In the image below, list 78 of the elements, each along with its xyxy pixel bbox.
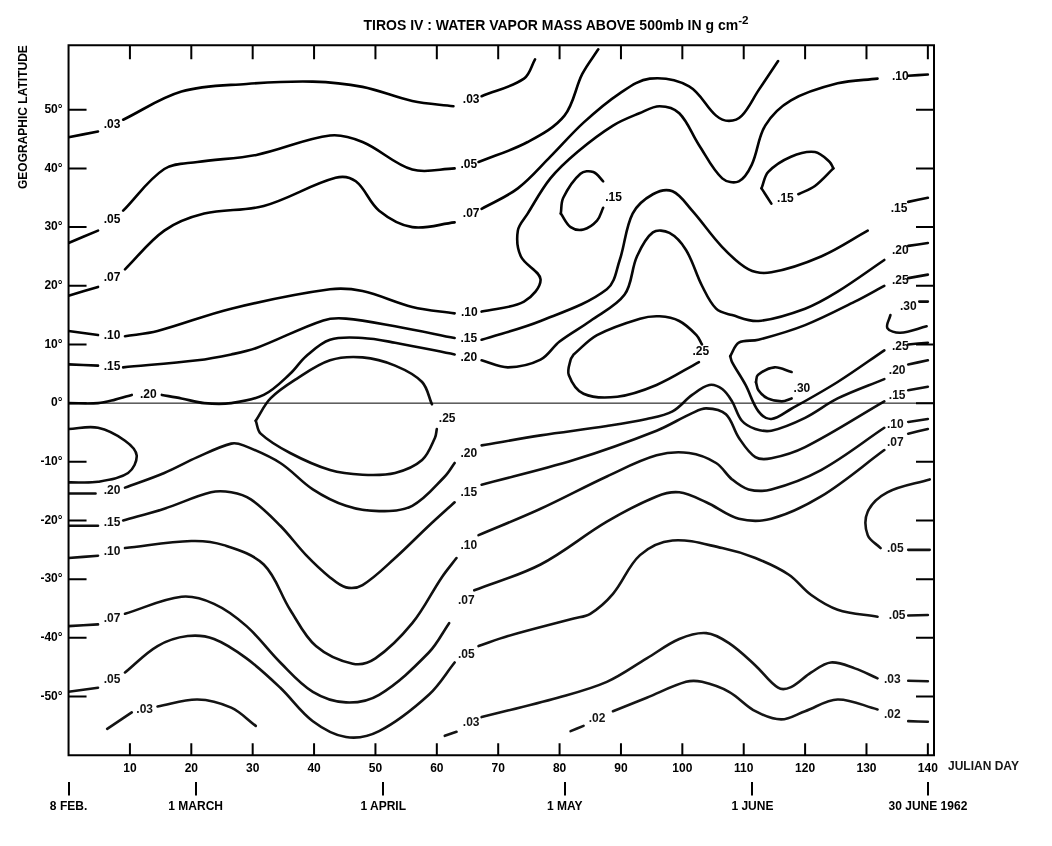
annotation: .15 [605,190,623,205]
chart-title: TIROS IV : WATER VAPOR MASS ABOVE 500mb IN g cm$^{-2}$ [362,12,750,33]
x-axis-title: JULIAN DAY [948,758,1019,773]
annotation: .05 [886,541,904,556]
annotation: .15 [460,331,478,346]
annotation: .10 [461,304,479,319]
annotation: .15 [888,387,906,402]
y-tick-label: -50° [40,688,63,703]
x2-tick-label: 30 JUNE 1962 [888,799,968,814]
y-tick-label: 20° [44,278,63,293]
x-tick-label: 110 [734,760,754,775]
annotation: .02 [588,711,606,726]
annotation: .20 [888,363,906,378]
annotation: .07 [103,611,121,626]
annotation: .10 [891,68,909,83]
annotation: .25 [891,338,909,353]
x-tick-label: 120 [795,760,816,775]
y-tick-label: -30° [40,571,63,586]
x-tick-label: 100 [672,760,693,775]
annotation: .15 [890,200,908,215]
y-tick-label: 30° [44,219,63,234]
annotation: .05 [457,646,475,661]
series-label: .30 [793,380,811,395]
annotation: .15 [103,358,121,373]
y-tick-label: 10° [44,336,63,351]
annotation: .07 [103,270,121,285]
annotation: .05 [460,156,478,171]
x2-tick-label: 1 JUNE [731,799,774,814]
y-tick-label: -20° [40,512,63,527]
annotation: .25 [692,343,710,358]
annotation: .07 [457,593,475,608]
annotation: .07 [886,434,904,449]
annotation: .05 [103,672,121,687]
annotation: .05 [103,211,121,226]
x-tick-label: 130 [856,760,877,775]
y-axis-title: GEOGRAPHIC LATITUDE [15,45,30,189]
annotation: .25 [891,273,909,288]
annotation: .03 [462,715,480,730]
x-tick-label: 50 [368,760,383,775]
annotation: .20 [460,349,478,364]
annotation: .10 [103,544,121,559]
annotation: .20 [460,446,478,461]
annotation: .05 [888,608,906,623]
annotation: .30 [899,299,917,314]
x2-tick-label: 1 MARCH [168,799,223,814]
annotation: .10 [886,417,904,432]
x2-tick-label: 8 FEB. [49,799,88,814]
x-tick-label: 60 [430,760,444,775]
annotation: .10 [103,327,121,342]
y-tick-label: 0° [51,395,63,410]
y-tick-label: -40° [40,630,63,645]
annotation: .03 [462,92,480,107]
annotation: .20 [103,482,121,497]
annotation: .07 [462,206,480,221]
y-tick-label: 40° [44,160,63,175]
annotation: .03 [883,671,901,686]
x-tick-label: 80 [552,760,567,775]
annotation: .15 [460,485,478,500]
annotation: .15 [777,191,795,206]
x2-tick-label: 1 APRIL [360,799,407,814]
annotation: .03 [136,701,154,716]
series-label: .25 [438,411,456,426]
annotation: .10 [460,537,478,552]
x-tick-label: 10 [123,760,137,775]
annotation: .20 [891,242,909,257]
x-tick-label: 140 [917,760,939,775]
x-tick-label: 30 [246,760,260,775]
annotation: .02 [883,707,901,722]
legend-label: .15 [103,515,121,530]
x-tick-label: 70 [491,760,506,775]
x2-tick-label: 1 MAY [547,799,583,814]
annotation: .03 [103,117,121,132]
y-tick-label: 50° [44,102,63,117]
y-tick-label: -10° [40,454,63,469]
x-tick-label: 40 [307,760,322,775]
x-tick-label: 90 [614,760,628,775]
x-tick-label: 20 [184,760,199,775]
annotation: .20 [139,387,157,402]
